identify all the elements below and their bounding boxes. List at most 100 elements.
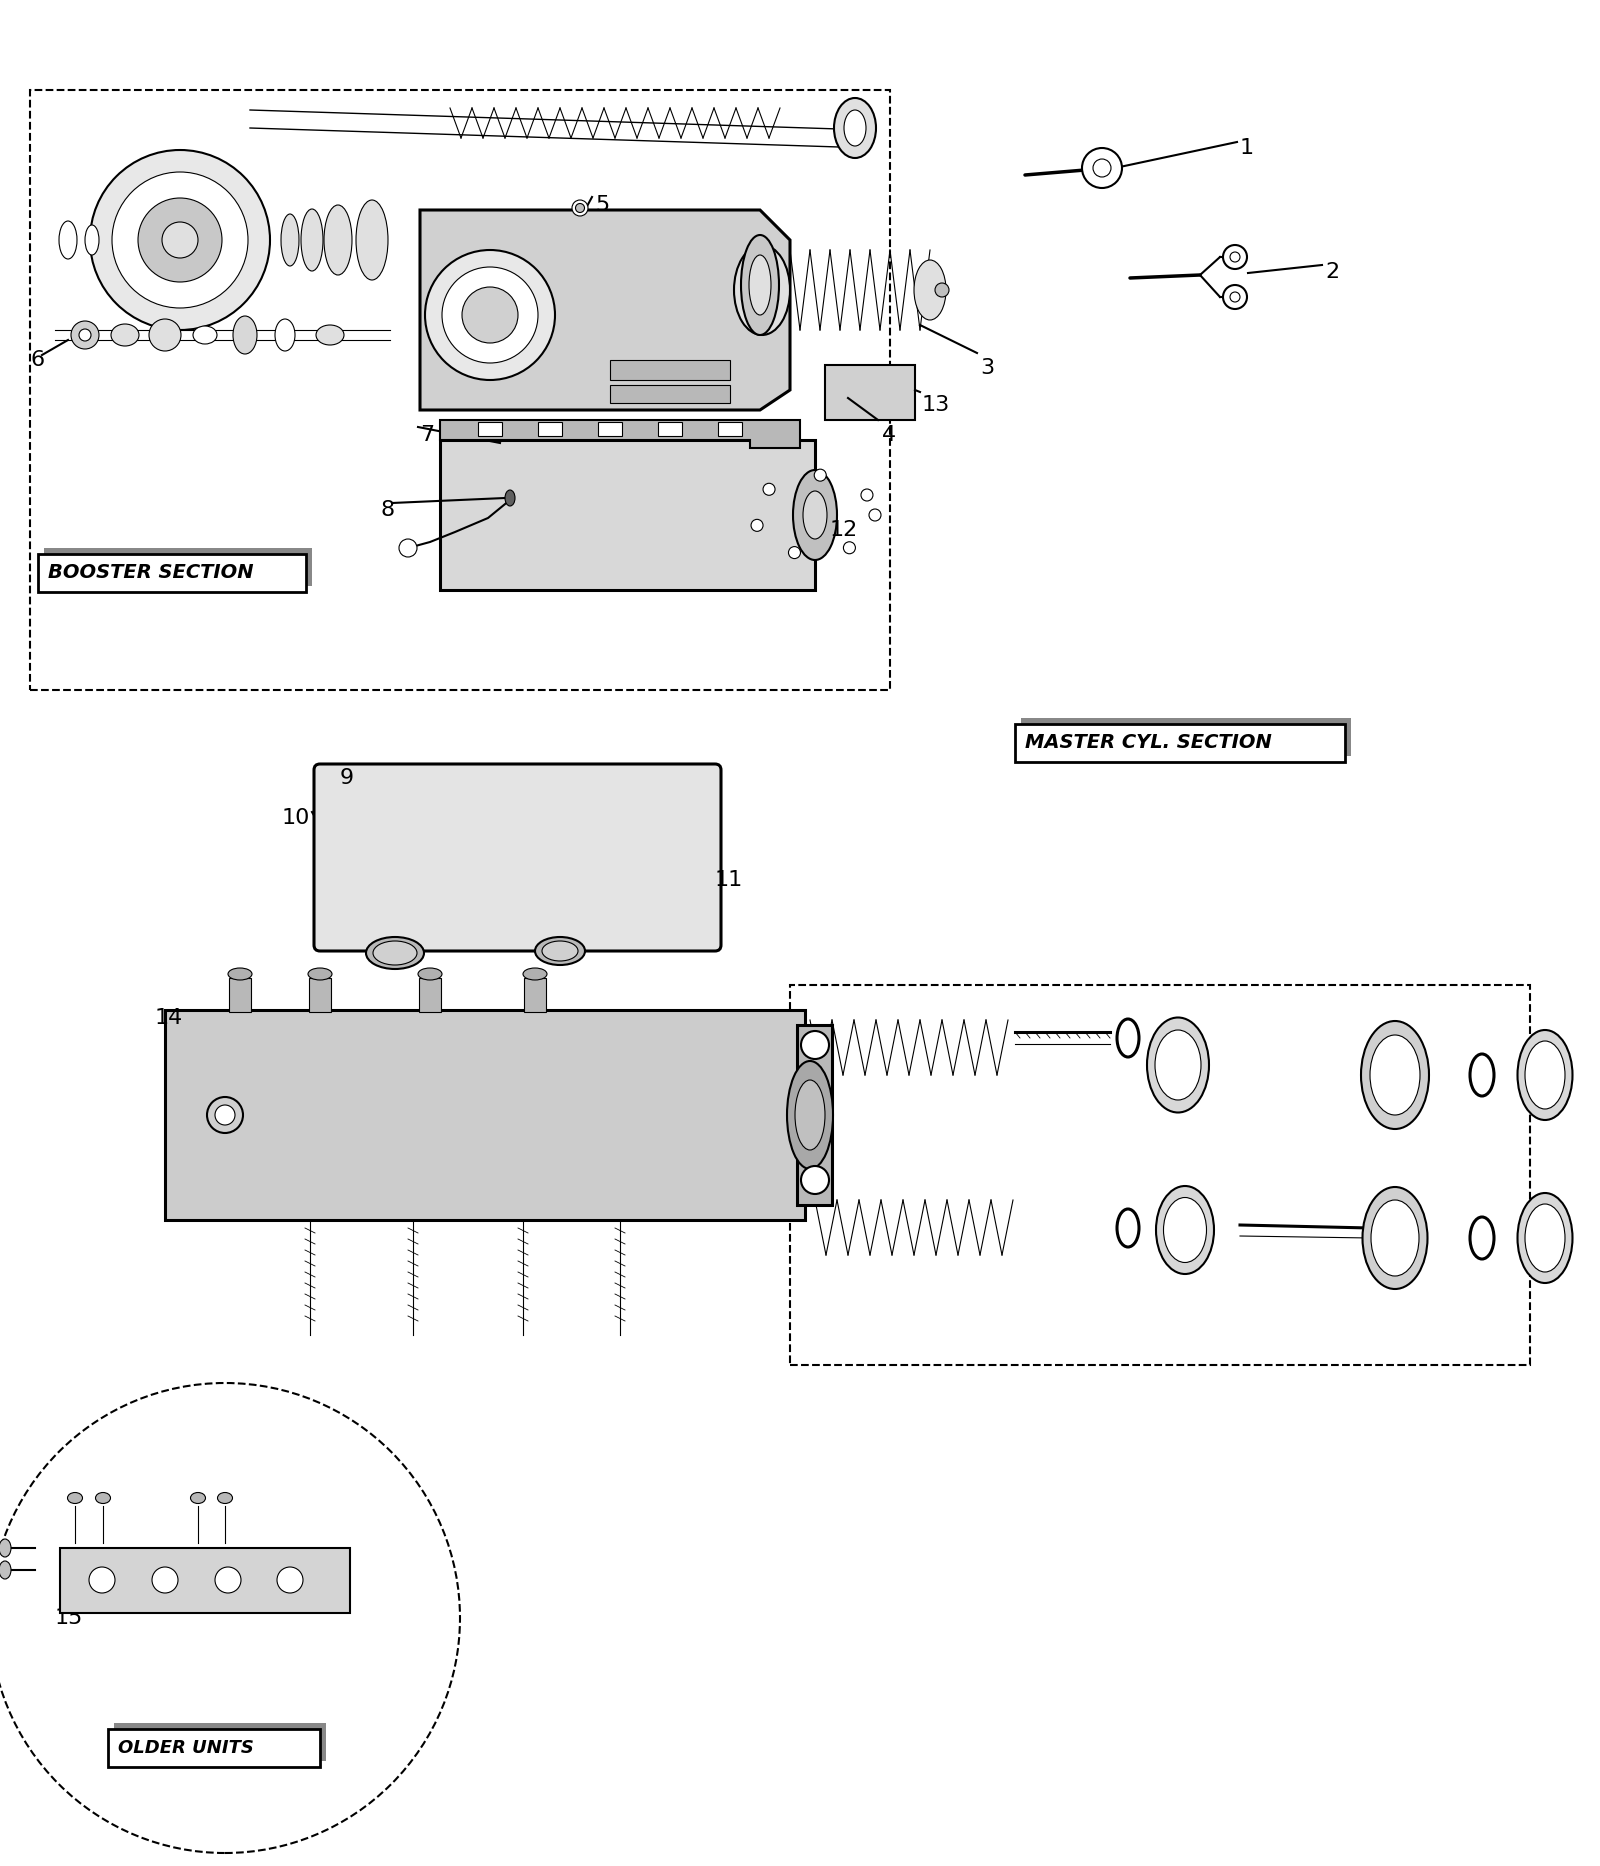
Ellipse shape [234,315,258,355]
Ellipse shape [1155,1030,1202,1099]
Text: 1: 1 [1240,138,1254,159]
Ellipse shape [834,99,877,159]
Bar [309,978,331,1011]
Circle shape [90,149,270,330]
Ellipse shape [418,968,442,980]
Polygon shape [440,440,814,590]
Text: 9: 9 [339,769,354,787]
Circle shape [214,1105,235,1125]
Ellipse shape [307,968,333,980]
Ellipse shape [787,1062,834,1168]
Ellipse shape [323,205,352,274]
Ellipse shape [373,940,418,965]
Ellipse shape [1163,1198,1206,1263]
Ellipse shape [803,491,827,539]
Text: 15: 15 [54,1608,83,1627]
Circle shape [1222,285,1246,310]
Text: 3: 3 [979,358,994,379]
Circle shape [152,1567,178,1594]
Bar [419,978,442,1011]
Polygon shape [61,1549,350,1612]
Circle shape [462,287,518,343]
Bar [45,549,312,586]
Polygon shape [165,1010,805,1220]
Ellipse shape [576,203,584,213]
Bar [30,90,890,690]
Ellipse shape [914,259,946,319]
Circle shape [1093,159,1110,177]
Ellipse shape [1155,1187,1214,1274]
Circle shape [1082,147,1122,188]
Ellipse shape [1525,1041,1565,1108]
Text: 11: 11 [715,870,744,890]
Text: 7: 7 [419,425,434,444]
Circle shape [861,489,874,500]
Text: MASTER CYL. SECTION: MASTER CYL. SECTION [1026,733,1272,752]
Bar [797,1024,832,1205]
Text: BOOSTER SECTION: BOOSTER SECTION [48,564,254,582]
Circle shape [1230,252,1240,261]
Text: 14: 14 [155,1008,184,1028]
Bar [109,1730,320,1767]
Bar [229,978,251,1011]
Bar [1014,724,1346,761]
Circle shape [398,539,418,556]
Text: 13: 13 [922,396,950,414]
Ellipse shape [355,200,387,280]
Circle shape [1222,244,1246,269]
Ellipse shape [110,325,139,345]
Bar [658,422,682,437]
Ellipse shape [934,284,949,297]
Circle shape [138,198,222,282]
FancyBboxPatch shape [314,763,722,952]
Ellipse shape [741,235,779,336]
Ellipse shape [1517,1030,1573,1120]
Bar [38,554,306,592]
Ellipse shape [506,491,515,506]
Circle shape [214,1567,242,1594]
Circle shape [90,1567,115,1594]
Text: 4: 4 [882,425,896,444]
Ellipse shape [275,319,294,351]
Circle shape [277,1567,302,1594]
Ellipse shape [194,327,218,343]
Ellipse shape [734,244,790,336]
Bar [826,366,915,420]
Bar [1021,718,1350,756]
Ellipse shape [317,325,344,345]
Circle shape [70,321,99,349]
Circle shape [869,509,882,521]
Circle shape [1230,291,1240,302]
Text: 6: 6 [30,351,45,369]
Bar [610,384,730,403]
Text: 2: 2 [1325,261,1339,282]
Bar [610,360,730,381]
Circle shape [0,1383,461,1853]
Ellipse shape [1370,1036,1421,1116]
Ellipse shape [67,1493,83,1504]
Circle shape [750,519,763,532]
Ellipse shape [0,1539,11,1556]
Ellipse shape [1371,1200,1419,1276]
Ellipse shape [542,940,578,961]
Bar [478,422,502,437]
Ellipse shape [794,470,837,560]
Ellipse shape [795,1080,826,1149]
Ellipse shape [85,226,99,256]
Circle shape [162,222,198,258]
Circle shape [206,1097,243,1133]
Bar [538,422,562,437]
Text: OLDER UNITS: OLDER UNITS [118,1739,254,1758]
Ellipse shape [1517,1192,1573,1284]
Circle shape [789,547,800,558]
Polygon shape [440,420,800,448]
Ellipse shape [1147,1017,1210,1112]
Ellipse shape [59,220,77,259]
Circle shape [802,1032,829,1060]
Bar [718,422,742,437]
Ellipse shape [749,256,771,315]
Circle shape [78,328,91,341]
Circle shape [442,267,538,364]
Bar [114,1722,326,1762]
Text: 5: 5 [595,196,610,215]
